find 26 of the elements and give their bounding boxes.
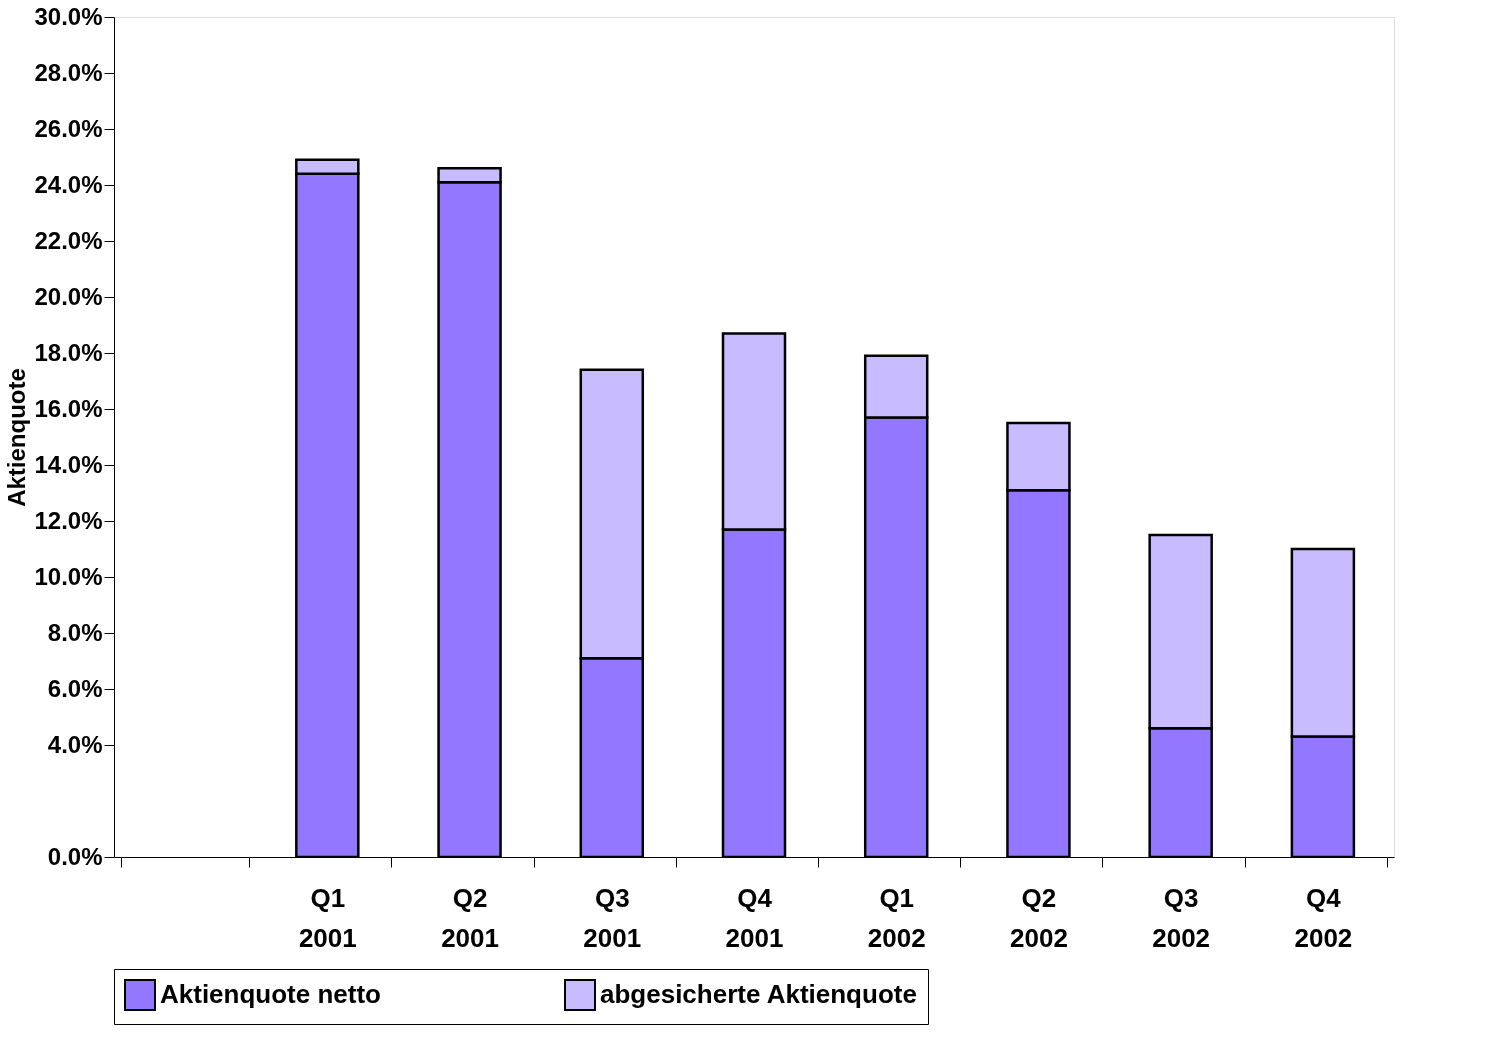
x-tick-label: Q2 2001 — [441, 882, 499, 953]
x-tick-label: Q3 2001 — [583, 882, 642, 953]
x-tick-label: Q1 2001 — [298, 882, 357, 953]
y-tick-label: 28.0% — [34, 58, 103, 86]
x-tick-label: Q1 2002 — [867, 882, 926, 953]
legend-label: Aktienquote netto — [160, 979, 381, 1009]
y-tick-label: 10.0% — [34, 562, 103, 590]
y-tick-label: 14.0% — [34, 450, 103, 478]
y-tick-label: 22.0% — [34, 226, 103, 254]
y-axis-title: Aktienquote — [3, 368, 31, 507]
y-tick-label: 16.0% — [34, 394, 103, 422]
x-tick-label: Q3 2002 — [1152, 882, 1211, 953]
y-tick-label: 20.0% — [34, 282, 103, 310]
x-tick-label: Q4 2001 — [725, 882, 784, 953]
y-tick-label: 4.0% — [47, 730, 103, 758]
y-tick-label: 18.0% — [34, 338, 103, 366]
y-tick-label: 8.0% — [47, 618, 103, 646]
x-tick-label: Q2 2002 — [1010, 882, 1068, 953]
y-tick-label: 6.0% — [47, 674, 103, 702]
y-tick-label: 0.0% — [47, 842, 103, 870]
x-tick-label: Q4 2002 — [1294, 882, 1353, 953]
y-tick-label: 24.0% — [34, 170, 103, 198]
y-tick-label: 12.0% — [34, 506, 103, 534]
y-tick-label: 26.0% — [34, 114, 103, 142]
legend-label: abgesicherte Aktienquote — [600, 979, 917, 1009]
y-tick-label: 30.0% — [34, 2, 103, 30]
